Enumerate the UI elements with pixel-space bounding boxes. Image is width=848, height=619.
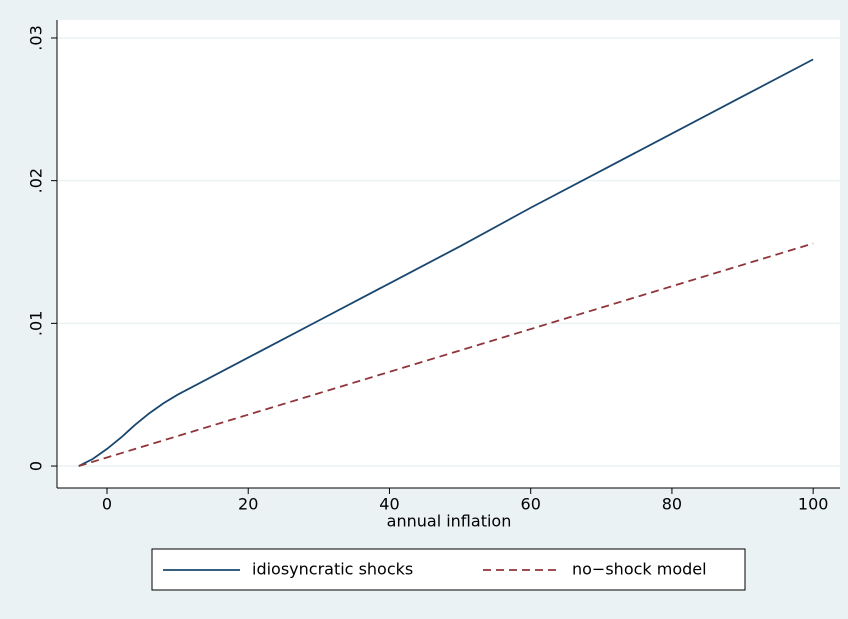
- x-tick-label: 60: [521, 495, 541, 514]
- x-tick-label: 0: [102, 495, 112, 514]
- legend-label: idiosyncratic shocks: [252, 560, 413, 579]
- x-axis-title: annual inflation: [387, 512, 512, 531]
- y-tick-label: 0: [27, 461, 46, 471]
- x-tick-label: 100: [798, 495, 829, 514]
- series-line: [78, 58, 814, 467]
- y-tick-label: .03: [27, 25, 46, 50]
- legend-label: no−shock model: [572, 560, 707, 579]
- series-line: [78, 242, 814, 467]
- y-tick-label: .02: [27, 168, 46, 193]
- x-tick-label: 20: [238, 495, 258, 514]
- legend: [151, 548, 746, 591]
- y-tick-label: .01: [27, 311, 46, 336]
- x-tick-label: 80: [662, 495, 682, 514]
- x-tick-label: 40: [379, 495, 399, 514]
- plot-area: [57, 20, 840, 488]
